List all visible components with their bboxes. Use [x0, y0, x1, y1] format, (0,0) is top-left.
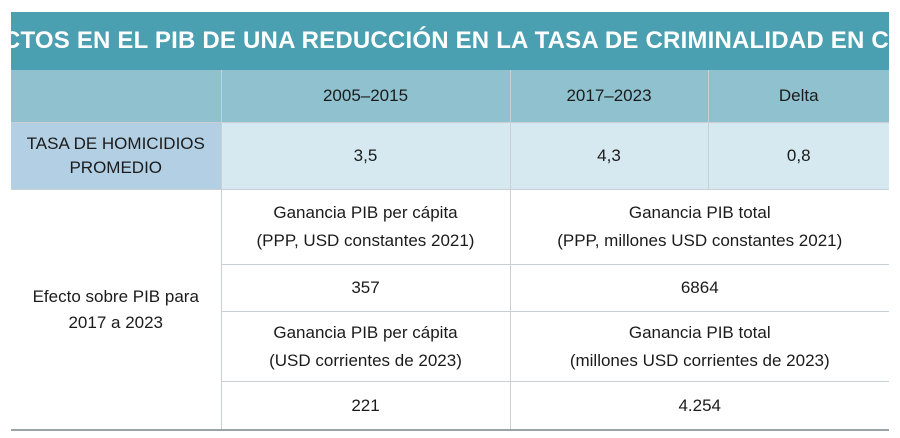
- homicide-label-line2: PROMEDIO: [69, 158, 163, 177]
- header-corner-cell: [11, 70, 221, 123]
- table-title: EFECTOS EN EL PIB DE UNA REDUCCIÓN EN LA…: [0, 12, 900, 70]
- ppp-total-value: 6864: [509, 264, 889, 312]
- current-per-capita-label: Ganancia PIB per cápita (USD corrientes …: [220, 311, 510, 382]
- homicide-period1-value: 3,5: [220, 122, 510, 190]
- header-period2: 2017–2023: [509, 70, 708, 123]
- current-total-line1: Ganancia PIB total: [628, 322, 771, 342]
- homicide-period2-value: 4,3: [509, 122, 708, 190]
- effect-row-label: Efecto sobre PIB para 2017 a 2023: [11, 189, 221, 431]
- header-row: 2005–2015 2017–2023 Delta: [11, 70, 889, 123]
- header-period1: 2005–2015: [220, 70, 510, 123]
- ppp-total-line2: (PPP, millones USD constantes 2021): [557, 231, 843, 250]
- ppp-value-row: 357 6864: [11, 264, 889, 312]
- ppp-label-row: Efecto sobre PIB para 2017 a 2023 Gananc…: [11, 189, 889, 431]
- current-total-label: Ganancia PIB total (millones USD corrien…: [509, 311, 889, 382]
- current-total-value: 4.254: [509, 381, 889, 431]
- data-table: 2005–2015 2017–2023 Delta TASA DE HOMICI…: [11, 70, 889, 431]
- current-label-row: Ganancia PIB per cápita (USD corrientes …: [11, 311, 889, 382]
- ppp-per-capita-line1: Ganancia PIB per cápita: [273, 203, 458, 222]
- current-value-row: 221 4.254: [11, 381, 889, 431]
- header-delta: Delta: [707, 70, 889, 123]
- ppp-per-capita-value: 357: [220, 264, 510, 312]
- effect-label-line2: 2017 a 2023: [68, 312, 164, 332]
- homicide-row-label: TASA DE HOMICIDIOS PROMEDIO: [11, 122, 221, 190]
- ppp-total-label: Ganancia PIB total (PPP, millones USD co…: [509, 189, 889, 265]
- homicide-label-line1: TASA DE HOMICIDIOS: [26, 134, 205, 153]
- ppp-per-capita-line2: (PPP, USD constantes 2021): [256, 231, 475, 250]
- effect-label-line1: Efecto sobre PIB para: [32, 286, 199, 306]
- current-per-capita-value: 221: [220, 381, 510, 431]
- ppp-per-capita-label: Ganancia PIB per cápita (PPP, USD consta…: [220, 189, 510, 265]
- current-per-capita-line1: Ganancia PIB per cápita: [273, 322, 458, 342]
- homicide-delta-value: 0,8: [707, 122, 889, 190]
- current-total-line2: (millones USD corrientes de 2023): [569, 350, 830, 370]
- current-per-capita-line2: (USD corrientes de 2023): [269, 350, 462, 370]
- ppp-total-line1: Ganancia PIB total: [628, 203, 771, 222]
- homicide-row: TASA DE HOMICIDIOS PROMEDIO 3,5 4,3 0,8: [11, 122, 889, 190]
